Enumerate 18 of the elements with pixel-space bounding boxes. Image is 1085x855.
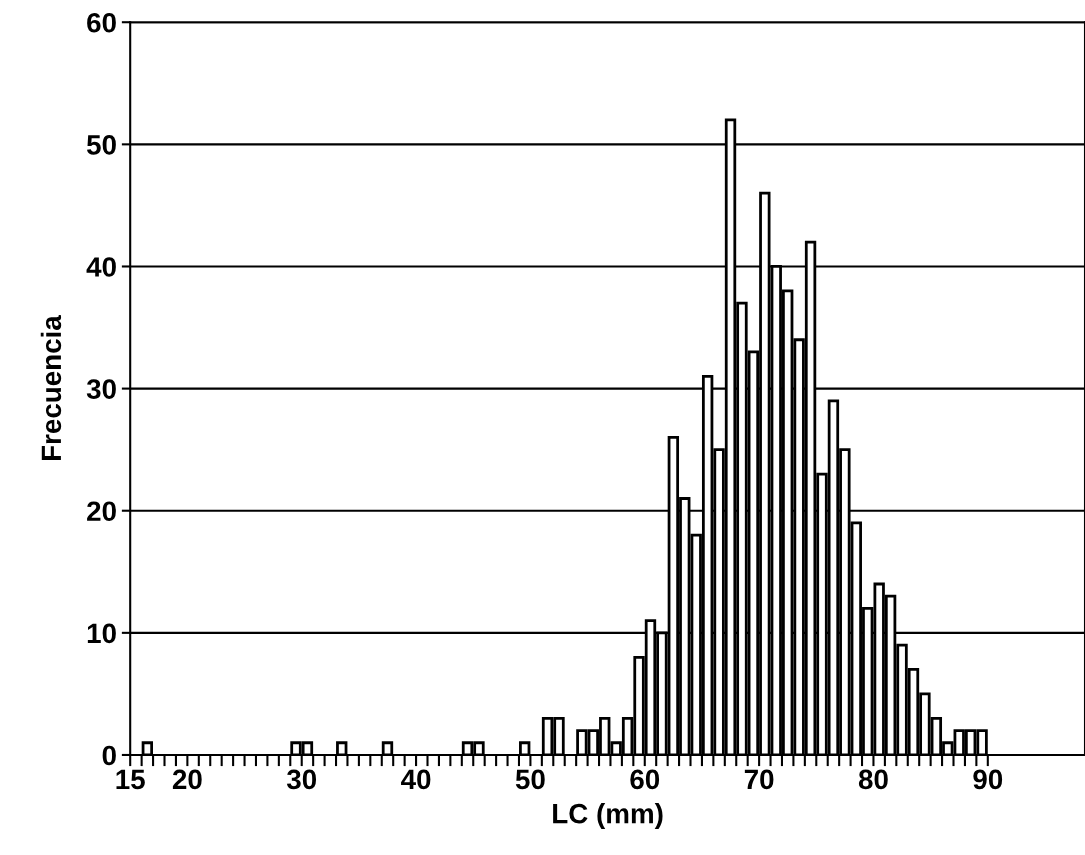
x-tick-label: 80 (858, 769, 888, 790)
x-tick-label: 40 (401, 769, 431, 790)
x-axis-title: LC (mm) (553, 803, 663, 829)
y-tick-label: 0 (102, 745, 116, 766)
x-tick-label: 15 (116, 769, 145, 790)
x-tick-label: 20 (172, 769, 202, 790)
x-tick-label: 90 (973, 769, 1003, 790)
x-tick-label: 60 (630, 769, 660, 790)
y-tick-label: 50 (86, 135, 116, 155)
y-tick-label: 40 (86, 257, 116, 277)
x-tick-label: 70 (744, 769, 774, 790)
x-tick-label: 50 (515, 769, 545, 790)
y-axis-title: Frecuencia (40, 315, 62, 461)
x-tick-label: 30 (286, 769, 317, 790)
y-tick-label: 20 (87, 501, 116, 522)
y-tick-label: 60 (87, 12, 116, 33)
y-tick-label: 10 (87, 623, 116, 644)
y-tick-label: 30 (86, 379, 116, 399)
